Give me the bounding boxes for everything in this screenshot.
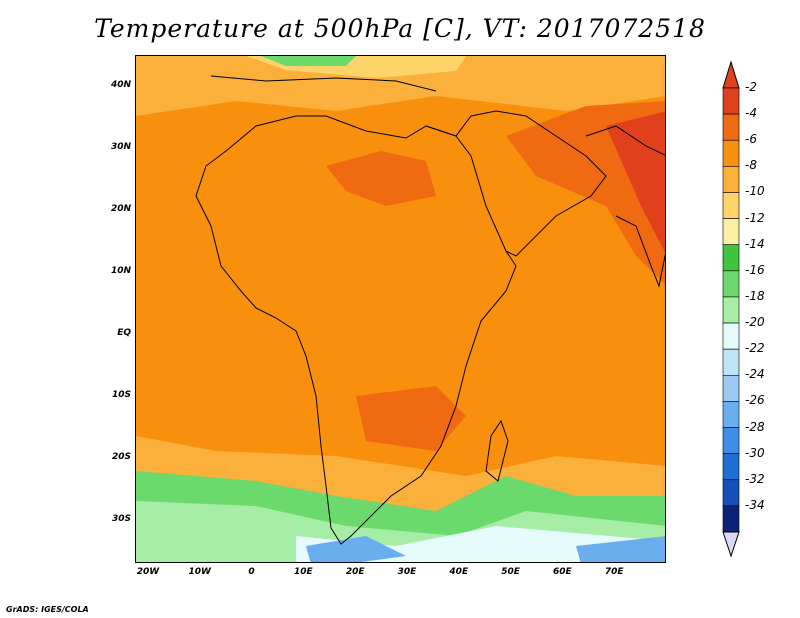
colorbar-swatch: [722, 479, 740, 507]
colorbar-swatch: [722, 296, 740, 324]
field-europe-green: [261, 56, 356, 66]
lon-tick-label: 0: [248, 567, 255, 577]
lat-tick-label: 40N: [110, 79, 131, 90]
colorbar-label: -10: [745, 184, 765, 199]
colorbar-swatch: [722, 505, 740, 533]
lon-tick-label: 10E: [294, 567, 313, 577]
lon-tick-label: 30E: [397, 567, 417, 577]
lon-tick-label: 20W: [136, 567, 160, 577]
india-coastline: [615, 215, 665, 288]
colorbar-swatch: [722, 374, 740, 402]
field-southern-africa-hot: [356, 386, 466, 451]
map-field: [136, 56, 665, 562]
colorbar-swatch: [722, 453, 740, 481]
lon-tick-label: 10W: [188, 567, 211, 577]
field-india-hot: [606, 111, 665, 253]
colorbar-label: -30: [745, 445, 765, 460]
lon-tick-label: 40E: [449, 567, 469, 577]
lat-tick-label: 10N: [110, 265, 131, 276]
colorbar-label: -8: [745, 158, 757, 173]
temperature-map: [135, 55, 666, 563]
lon-tick-label: 20E: [345, 567, 365, 577]
colorbar-swatch: [722, 348, 740, 376]
colorbar-label: -26: [745, 393, 765, 408]
field-south-blue-west: [306, 536, 406, 562]
colorbar-swatch: [722, 322, 740, 350]
asia-coastline: [585, 125, 665, 156]
lat-tick-label: 20N: [110, 203, 131, 214]
colorbar-label: -4: [745, 106, 757, 121]
colorbar-swatch: [722, 139, 740, 167]
lon-tick-label: 70E: [604, 567, 624, 577]
colorbar-swatch: [722, 244, 740, 272]
lat-tick-label: 10S: [111, 389, 131, 400]
colorbar-label: -20: [745, 315, 765, 330]
colorbar-top-arrow: [722, 60, 740, 89]
colorbar-swatch: [722, 427, 740, 454]
colorbar-label: -28: [745, 419, 765, 434]
colorbar-swatch: [722, 218, 740, 246]
colorbar-label: -2: [745, 80, 757, 94]
europe-coastline: [210, 75, 437, 92]
colorbar-label: -18: [745, 288, 765, 303]
lat-tick-label: 30S: [111, 513, 131, 524]
footer-credit: GrADS: IGES/COLA: [6, 605, 89, 614]
field-sahara-hot: [326, 151, 436, 206]
colorbar-label: -24: [745, 367, 765, 382]
lat-tick-label: EQ: [117, 327, 131, 338]
chart-title: Temperature at 500hPa [C], VT: 201707251…: [94, 14, 706, 43]
lat-tick-label: 20S: [111, 451, 131, 462]
africa-coastline: [195, 115, 517, 545]
colorbar-label: -14: [745, 236, 765, 251]
colorbar-swatch: [722, 87, 740, 115]
colorbar-swatch: [722, 270, 740, 298]
colorbar-swatch: [722, 166, 740, 193]
colorbar-label: -6: [745, 132, 757, 147]
colorbar-label: -16: [745, 262, 765, 277]
arabia-coastline: [425, 110, 607, 257]
field-south-blue-east: [576, 536, 665, 562]
colorbar-swatch: [722, 113, 740, 141]
colorbar-swatch: [722, 401, 740, 428]
lon-tick-label: 50E: [501, 567, 520, 577]
madagascar-coastline: [485, 419, 509, 482]
lon-tick-label: 60E: [553, 567, 572, 577]
colorbar-swatch: [722, 192, 740, 219]
colorbar-label: -22: [745, 341, 765, 356]
lat-tick-label: 30N: [110, 141, 131, 152]
colorbar-label: -32: [745, 471, 765, 486]
field-north-band: [136, 56, 665, 116]
colorbar-bottom-arrow: [722, 531, 740, 558]
colorbar-label: -12: [745, 210, 765, 225]
colorbar-label: -34: [745, 497, 765, 512]
